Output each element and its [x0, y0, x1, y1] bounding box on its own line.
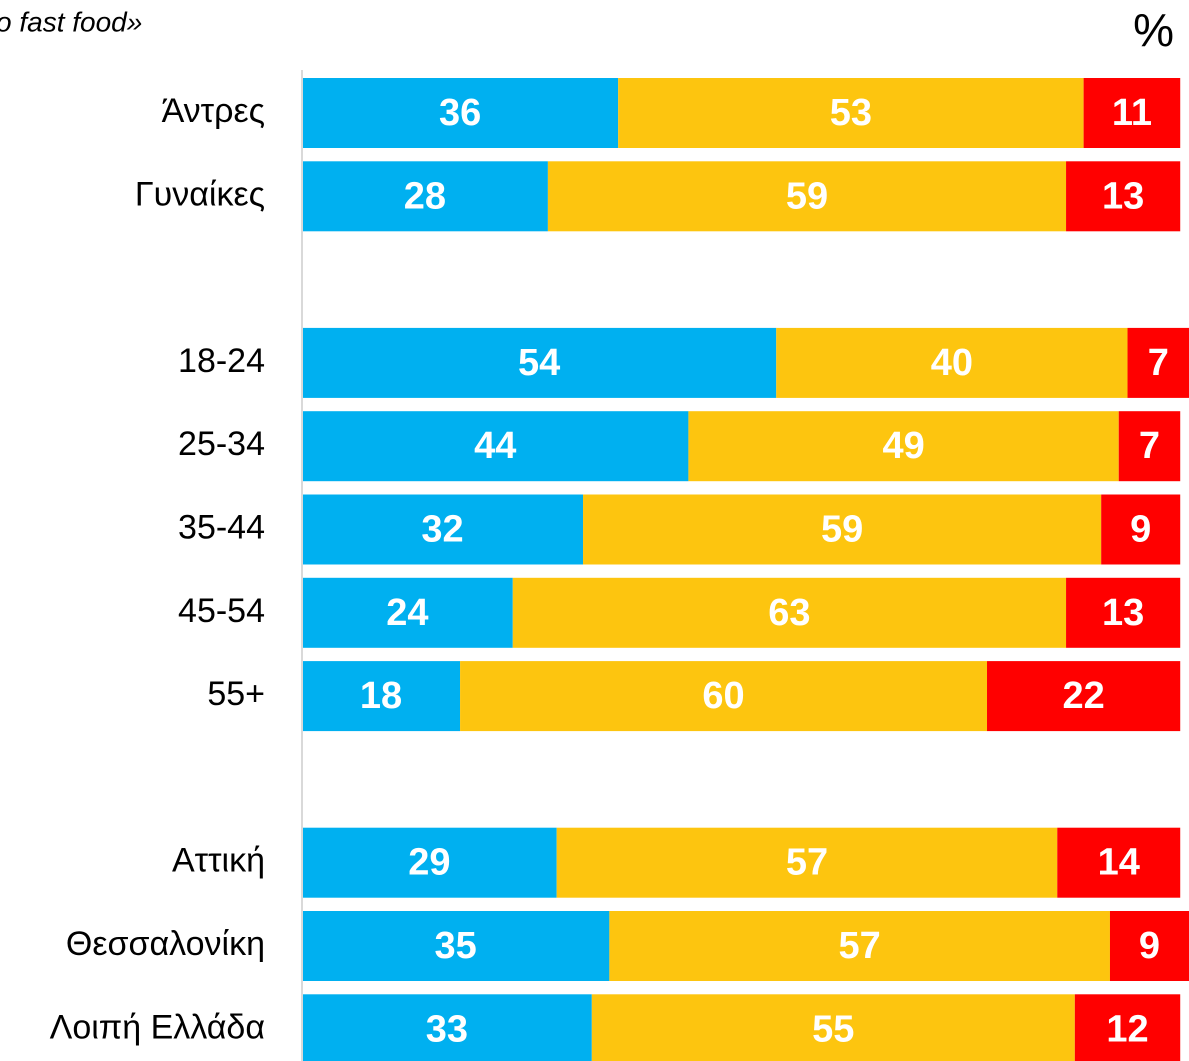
bar-segment: [1101, 494, 1181, 565]
value-label: 13: [1102, 175, 1144, 217]
bar-segment: [776, 327, 1128, 398]
value-label: 9: [1130, 509, 1151, 551]
value-label: 54: [518, 342, 560, 384]
bar-segment: [302, 78, 619, 148]
bar-segment: [688, 411, 1119, 482]
bar-segment: [1127, 327, 1189, 398]
value-label: 32: [421, 509, 463, 551]
bar-segment: [1074, 994, 1181, 1061]
bar-segment: [583, 494, 1102, 565]
unit-label: %: [1133, 4, 1174, 56]
value-label: 36: [439, 92, 481, 134]
value-label: 33: [426, 1008, 468, 1050]
bar-segment: [987, 661, 1181, 732]
bar-segment: [302, 161, 548, 232]
bar-segment: [1118, 411, 1181, 482]
category-label: Θεσσαλονίκη: [66, 925, 265, 963]
bar-segment: [1109, 911, 1189, 981]
value-label: 7: [1148, 342, 1169, 384]
value-label: 63: [768, 592, 810, 634]
bar-segment: [302, 994, 592, 1061]
bar-segment: [556, 827, 1058, 898]
value-label: 9: [1139, 925, 1160, 967]
value-label: 60: [702, 675, 744, 717]
chart-title: o fast food»: [0, 6, 142, 37]
value-label: 57: [786, 842, 828, 884]
category-label: 35-44: [178, 508, 265, 546]
bar-segment: [1066, 577, 1181, 648]
value-label: 13: [1102, 592, 1144, 634]
bar-segment: [618, 78, 1084, 148]
category-label: Γυναίκες: [135, 175, 265, 213]
category-label: 25-34: [178, 425, 265, 463]
value-label: 18: [360, 675, 402, 717]
value-label: 40: [931, 342, 973, 384]
category-label: 18-24: [178, 342, 265, 380]
bar-segment: [609, 911, 1110, 981]
bar-segment: [302, 911, 610, 981]
value-label: 12: [1106, 1008, 1148, 1050]
value-label: 49: [882, 425, 924, 467]
value-label: 24: [386, 592, 428, 634]
bar-segment: [302, 661, 461, 732]
value-label: 29: [408, 842, 450, 884]
bar-segment: [302, 827, 557, 898]
value-label: 14: [1098, 842, 1140, 884]
bar-segment: [460, 661, 988, 732]
value-label: 35: [435, 925, 477, 967]
value-label: 57: [839, 925, 881, 967]
value-label: 22: [1062, 675, 1104, 717]
bar-segment: [1083, 78, 1181, 148]
bar-segment: [547, 161, 1067, 232]
category-label: Αττική: [172, 842, 265, 880]
category-label: Λοιπή Ελλάδα: [50, 1008, 265, 1046]
category-label: 45-54: [178, 592, 265, 630]
value-label: 59: [821, 509, 863, 551]
value-label: 44: [474, 425, 516, 467]
bar-segment: [302, 494, 584, 565]
bar-segment: [591, 994, 1075, 1061]
bar-segment: [1066, 161, 1181, 232]
bar-segment: [302, 327, 777, 398]
value-label: 11: [1112, 92, 1152, 134]
bar-segment: [1057, 827, 1181, 898]
value-label: 55: [812, 1008, 854, 1050]
bar-segment: [302, 411, 689, 482]
value-label: 28: [404, 175, 446, 217]
value-label: 7: [1139, 425, 1160, 467]
category-label: 55+: [207, 675, 265, 713]
value-label: 53: [830, 92, 872, 134]
bar-segment: [512, 577, 1067, 648]
value-label: 59: [786, 175, 828, 217]
bar-segment: [302, 577, 513, 648]
category-label: Άντρες: [162, 92, 265, 130]
